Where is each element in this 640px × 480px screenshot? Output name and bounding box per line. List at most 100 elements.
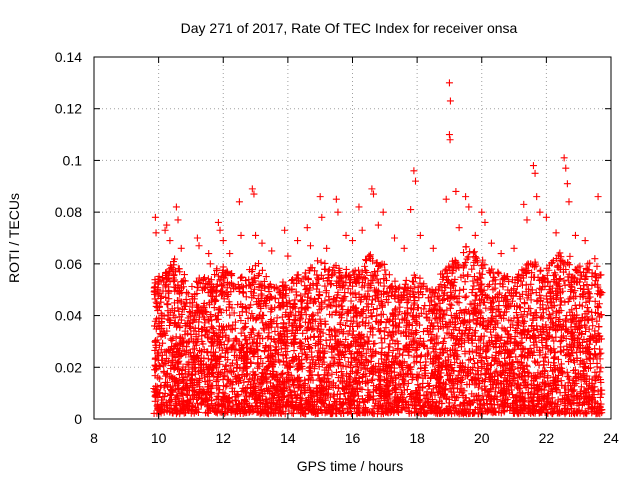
data-point xyxy=(472,379,480,387)
data-point xyxy=(513,282,521,290)
data-point xyxy=(425,330,433,338)
data-point xyxy=(550,354,558,362)
data-point xyxy=(417,351,425,359)
data-point xyxy=(332,368,340,376)
data-point xyxy=(523,311,531,319)
data-point xyxy=(347,350,355,358)
data-point xyxy=(205,301,213,309)
data-point xyxy=(188,371,196,379)
data-point xyxy=(193,277,201,285)
data-point xyxy=(211,271,219,279)
data-point xyxy=(506,323,514,331)
data-point xyxy=(484,282,492,290)
data-point xyxy=(380,328,388,336)
data-point xyxy=(368,296,376,304)
data-point xyxy=(414,304,422,312)
data-point xyxy=(278,313,286,321)
data-point xyxy=(485,281,493,289)
data-point xyxy=(151,295,159,303)
data-point xyxy=(550,302,558,310)
data-point xyxy=(459,271,467,279)
data-point xyxy=(265,288,273,296)
data-point xyxy=(362,275,370,283)
data-point xyxy=(184,338,192,346)
data-point xyxy=(239,363,247,371)
data-point xyxy=(348,367,356,375)
data-points xyxy=(150,79,606,418)
data-point xyxy=(513,288,521,296)
data-point xyxy=(386,343,394,351)
data-point xyxy=(566,252,574,260)
data-point xyxy=(262,273,270,281)
data-point xyxy=(354,348,362,356)
data-point xyxy=(274,285,282,293)
data-point xyxy=(441,311,449,319)
data-point xyxy=(246,333,254,341)
data-point xyxy=(570,367,578,375)
data-point xyxy=(294,271,302,279)
data-point xyxy=(547,315,555,323)
data-point xyxy=(501,293,509,301)
data-point xyxy=(431,356,439,364)
data-point xyxy=(326,336,334,344)
data-point xyxy=(505,316,513,324)
data-point xyxy=(353,338,361,346)
data-point xyxy=(362,349,370,357)
data-point xyxy=(322,336,330,344)
data-point xyxy=(466,355,474,363)
data-point xyxy=(243,370,251,378)
data-point xyxy=(328,370,336,378)
data-point xyxy=(313,274,321,282)
data-point xyxy=(314,257,322,265)
data-point xyxy=(238,273,246,281)
data-point xyxy=(484,293,492,301)
data-point xyxy=(377,334,385,342)
data-point xyxy=(210,304,218,312)
data-point xyxy=(257,290,265,298)
data-point xyxy=(417,353,425,361)
data-point xyxy=(437,306,445,314)
data-point xyxy=(543,335,551,343)
data-point xyxy=(510,345,518,353)
data-point xyxy=(297,297,305,305)
data-point xyxy=(152,298,160,306)
data-point xyxy=(558,336,566,344)
data-point xyxy=(164,301,172,309)
data-point xyxy=(556,249,564,257)
data-point xyxy=(532,338,540,346)
data-point xyxy=(159,339,167,347)
data-point xyxy=(420,341,428,349)
data-point xyxy=(528,286,536,294)
data-point xyxy=(468,335,476,343)
data-point xyxy=(299,329,307,337)
data-point xyxy=(466,317,474,325)
data-point xyxy=(536,284,544,292)
data-point xyxy=(494,268,502,276)
data-point xyxy=(474,359,482,367)
data-point xyxy=(425,349,433,357)
data-point xyxy=(291,296,299,304)
data-point xyxy=(434,339,442,347)
data-point xyxy=(190,345,198,353)
data-point xyxy=(214,272,222,280)
data-point xyxy=(251,262,259,270)
data-point xyxy=(557,297,565,305)
data-point xyxy=(596,355,604,363)
data-point xyxy=(461,309,469,317)
data-point xyxy=(597,349,605,357)
data-point xyxy=(593,359,601,367)
data-point xyxy=(382,324,390,332)
data-point xyxy=(165,288,173,296)
data-point xyxy=(471,248,479,256)
data-point xyxy=(429,385,437,393)
data-point xyxy=(328,302,336,310)
data-point xyxy=(184,290,192,298)
data-point xyxy=(547,363,555,371)
data-point xyxy=(236,312,244,320)
data-point xyxy=(361,365,369,373)
data-point xyxy=(521,317,529,325)
data-point xyxy=(314,347,322,355)
chart-title: Day 271 of 2017, Rate Of TEC Index for r… xyxy=(181,20,518,36)
data-point xyxy=(371,268,379,276)
